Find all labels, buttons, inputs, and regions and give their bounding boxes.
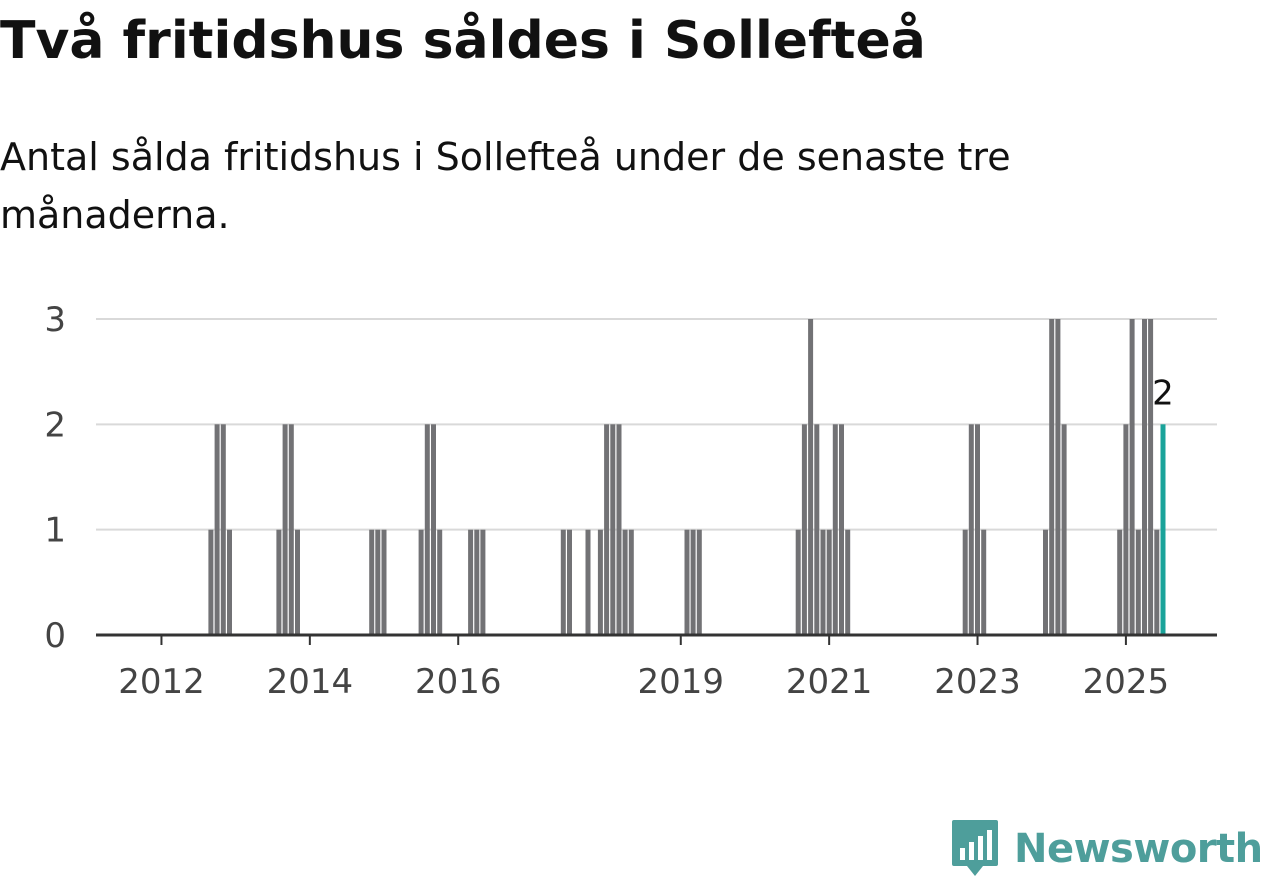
bar <box>375 529 381 635</box>
bar <box>1135 529 1141 635</box>
bar <box>585 529 591 635</box>
bar <box>431 424 436 635</box>
bar <box>468 529 474 635</box>
highlight-bar <box>1160 424 1166 635</box>
bar <box>801 424 807 635</box>
bar <box>962 529 968 635</box>
bar <box>622 529 628 635</box>
highlight-value-label: 2 <box>1152 373 1174 413</box>
x-axis <box>96 633 1217 645</box>
x-tick-label: 2016 <box>415 662 502 702</box>
y-tick-label: 2 <box>44 405 66 445</box>
bar <box>227 529 232 635</box>
x-tick-label: 2025 <box>1083 662 1170 702</box>
bar <box>845 529 851 635</box>
bar-chart: 0 1 2 3 2012 2014 2016 2019 2021 2023 2025 2 <box>44 300 1217 702</box>
chart-title: Två fritidshus såldes i Sollefteå <box>0 11 926 71</box>
gridlines <box>96 318 1217 531</box>
bar <box>616 424 622 635</box>
bar <box>610 424 616 635</box>
bar <box>839 424 844 635</box>
annotations: 2 <box>1152 373 1174 413</box>
bar <box>808 319 814 635</box>
bar <box>1148 319 1154 635</box>
y-tick-label: 1 <box>44 511 66 551</box>
bar <box>567 529 572 635</box>
bar <box>276 529 282 635</box>
bar <box>832 424 838 635</box>
bars <box>208 319 1166 635</box>
bar <box>604 424 610 635</box>
bar <box>795 529 801 635</box>
bar <box>696 529 702 635</box>
bar-chart-speech-bubble-icon <box>952 820 998 876</box>
bar <box>214 424 220 635</box>
bar <box>424 424 430 635</box>
bar <box>418 529 424 635</box>
bar <box>597 529 603 635</box>
bar <box>220 424 226 635</box>
bar <box>560 529 566 635</box>
bar <box>1117 529 1123 635</box>
chart-subtitle: Antal sålda fritidshus i Sollefteå under… <box>0 135 1011 237</box>
bar <box>981 529 987 635</box>
bar <box>975 424 980 635</box>
bar <box>1055 319 1061 635</box>
brand-name: Newsworthy <box>1014 826 1262 872</box>
x-axis-labels: 2012 2014 2016 2019 2021 2023 2025 <box>118 662 1169 702</box>
bar <box>295 529 300 635</box>
bar <box>1061 424 1067 635</box>
bar <box>968 424 974 635</box>
bar <box>1129 319 1135 635</box>
x-tick-label: 2012 <box>118 662 205 702</box>
brand-logo: Newsworthy <box>950 818 1262 880</box>
bar <box>1154 529 1160 635</box>
y-tick-label: 0 <box>44 616 66 656</box>
bar <box>826 529 832 635</box>
y-tick-label: 3 <box>44 300 66 340</box>
y-axis-labels: 0 1 2 3 <box>44 300 66 656</box>
bar <box>369 529 375 635</box>
bar <box>288 424 294 635</box>
bar <box>1043 529 1048 635</box>
bar <box>208 529 214 635</box>
bar <box>480 529 486 635</box>
x-tick-label: 2023 <box>934 662 1021 702</box>
bar <box>381 529 387 635</box>
bar <box>437 529 443 635</box>
bar <box>1049 319 1055 635</box>
bar <box>474 529 480 635</box>
bar <box>1142 319 1147 635</box>
bar <box>684 529 690 635</box>
bar <box>814 424 820 635</box>
bar <box>1123 424 1129 635</box>
x-tick-label: 2019 <box>638 662 725 702</box>
bar <box>628 529 634 635</box>
x-tick-label: 2014 <box>267 662 354 702</box>
bar <box>282 424 288 635</box>
x-tick-label: 2021 <box>786 662 873 702</box>
bar <box>820 529 826 635</box>
bar <box>690 529 696 635</box>
